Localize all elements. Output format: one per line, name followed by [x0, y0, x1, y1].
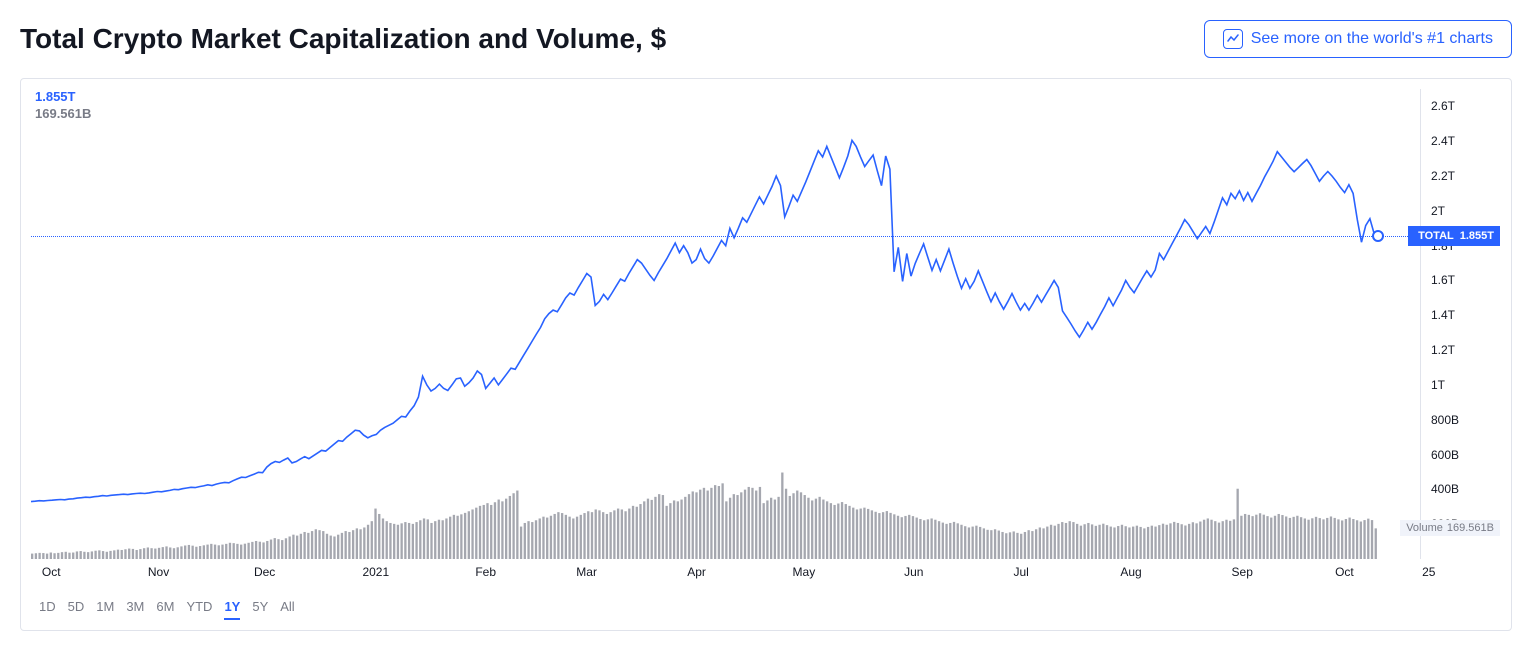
current-price-marker: [1372, 230, 1384, 242]
x-tick: Feb: [475, 565, 496, 579]
current-price-line: [31, 236, 1420, 237]
chart-current-values: 1.855T 169.561B: [35, 89, 91, 121]
y-tick: 2.2T: [1431, 169, 1455, 183]
x-tick: 25: [1422, 565, 1435, 579]
current-vol-value: 169.561B: [35, 106, 91, 121]
time-range-1y[interactable]: 1Y: [224, 599, 240, 620]
badge-total-value: 1.855T: [1460, 230, 1494, 242]
chart-icon: [1223, 29, 1243, 49]
current-cap-value: 1.855T: [35, 89, 91, 104]
time-range-ytd[interactable]: YTD: [186, 599, 212, 620]
y-axis: 2.6T2.4T2.2T2T1.8T1.6T1.4T1.2T1T800B600B…: [1421, 89, 1501, 559]
x-tick: Aug: [1120, 565, 1141, 579]
y-tick: 2.4T: [1431, 134, 1455, 148]
time-range-5d[interactable]: 5D: [68, 599, 85, 620]
header-row: Total Crypto Market Capitalization and V…: [20, 20, 1512, 58]
x-tick: May: [793, 565, 816, 579]
x-tick: Jul: [1013, 565, 1028, 579]
badge-total: TOTAL 1.855T: [1408, 226, 1500, 246]
x-tick: 2021: [362, 565, 389, 579]
x-tick: Dec: [254, 565, 275, 579]
badge-total-prefix: TOTAL: [1414, 228, 1458, 244]
time-range-6m[interactable]: 6M: [156, 599, 174, 620]
time-range-5y[interactable]: 5Y: [252, 599, 268, 620]
y-tick: 800B: [1431, 413, 1459, 427]
badge-volume-value: 169.561B: [1447, 522, 1494, 534]
cta-button[interactable]: See more on the world's #1 charts: [1204, 20, 1512, 58]
chart-frame: 1.855T 169.561B TOTAL 1.855T Volume 169.…: [20, 78, 1512, 631]
x-tick: Mar: [576, 565, 597, 579]
y-tick: 400B: [1431, 482, 1459, 496]
x-tick: Apr: [687, 565, 706, 579]
chart-area-wrap: TOTAL 1.855T Volume 169.561B 2.6T 2.4T 2.2…: [31, 89, 1501, 559]
badge-volume: Volume 169.561B: [1400, 520, 1500, 536]
x-tick: Oct: [42, 565, 61, 579]
chart-plot-area[interactable]: TOTAL 1.855T Volume 169.561B: [31, 89, 1421, 559]
y-tick: 600B: [1431, 448, 1459, 462]
time-range-all[interactable]: All: [280, 599, 294, 620]
y-tick: 1.2T: [1431, 343, 1455, 357]
y-tick: 1.4T: [1431, 308, 1455, 322]
badge-volume-prefix: Volume: [1406, 522, 1443, 534]
page-title: Total Crypto Market Capitalization and V…: [20, 23, 666, 55]
time-range-3m[interactable]: 3M: [126, 599, 144, 620]
y-tick: 1.6T: [1431, 273, 1455, 287]
time-range-selector: 1D 5D 1M 3M 6M YTD 1Y 5Y All: [31, 599, 1501, 620]
time-range-1m[interactable]: 1M: [96, 599, 114, 620]
y-tick: 1T: [1431, 378, 1445, 392]
chart-svg: [31, 89, 1420, 559]
x-tick: Sep: [1232, 565, 1253, 579]
x-tick: Nov: [148, 565, 169, 579]
x-axis: Oct Nov Dec 2021 Feb Mar Apr May Jun Jul Aug Sep Oct…: [31, 565, 1501, 585]
x-tick: Jun: [904, 565, 923, 579]
x-tick: Oct: [1335, 565, 1354, 579]
time-range-1d[interactable]: 1D: [39, 599, 56, 620]
y-tick: 2T: [1431, 204, 1445, 218]
cta-label: See more on the world's #1 charts: [1251, 30, 1493, 48]
y-tick: 2.6T: [1431, 99, 1455, 113]
